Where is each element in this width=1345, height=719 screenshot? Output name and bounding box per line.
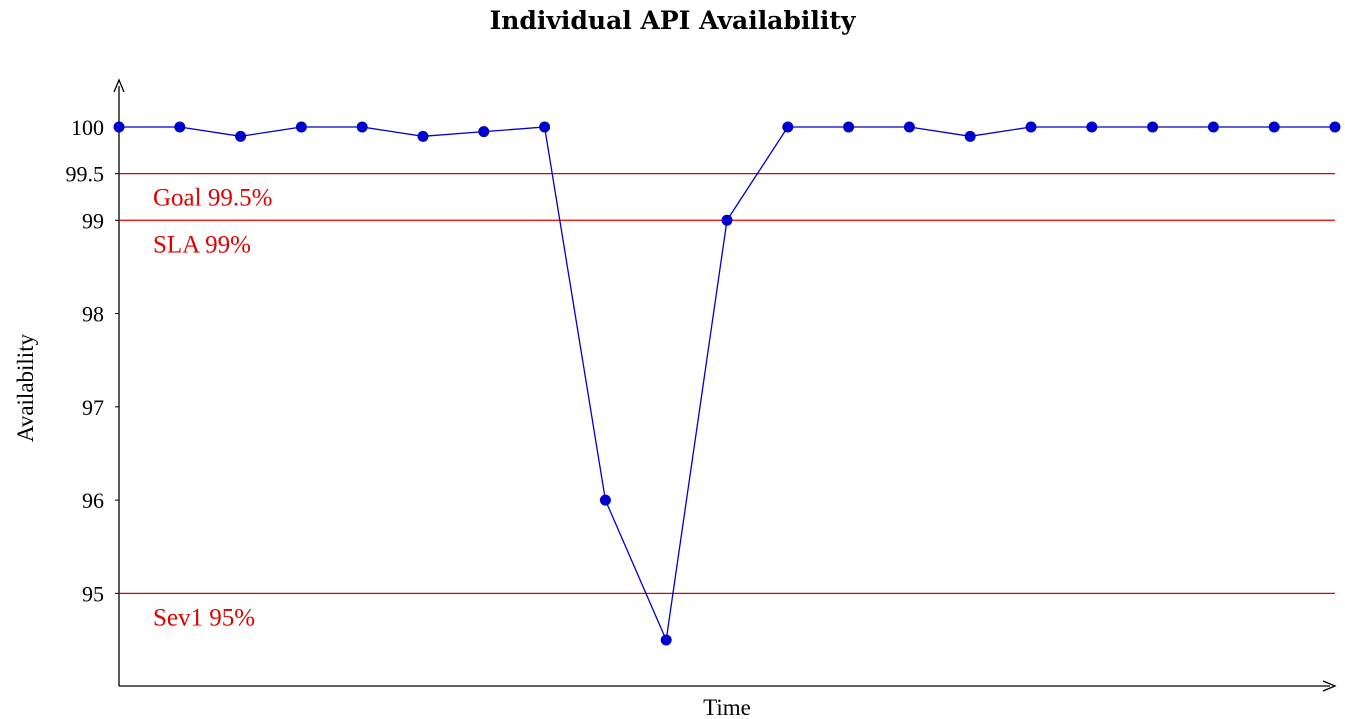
x-axis-label: Time bbox=[703, 695, 751, 719]
series-layer bbox=[113, 121, 1341, 646]
y-tick-label: 97 bbox=[82, 395, 104, 420]
data-point bbox=[1207, 121, 1219, 133]
data-point bbox=[1025, 121, 1037, 133]
x-axis-arrow bbox=[1322, 680, 1337, 692]
data-point bbox=[235, 130, 247, 142]
data-point bbox=[660, 634, 672, 646]
y-tick-label: 95 bbox=[82, 581, 104, 606]
y-tick-label: 100 bbox=[71, 115, 104, 140]
y-tick-label: 96 bbox=[82, 488, 104, 513]
y-tick-label: 98 bbox=[82, 302, 104, 327]
data-point bbox=[174, 121, 186, 133]
y-ticks: 95 96 97 98 99 99.5 100 bbox=[66, 115, 119, 606]
reference-lines: Goal 99.5% SLA 99% Sev1 95% bbox=[119, 172, 1335, 631]
reference-line-label: Sev1 95% bbox=[153, 604, 255, 631]
reference-line-label: SLA 99% bbox=[153, 231, 251, 258]
data-point bbox=[599, 494, 611, 506]
data-point bbox=[295, 121, 307, 133]
data-point bbox=[903, 121, 915, 133]
data-point bbox=[417, 130, 429, 142]
axes bbox=[113, 78, 1337, 692]
data-point bbox=[1268, 121, 1280, 133]
y-tick-label: 99 bbox=[82, 208, 104, 233]
y-tick-label: 99.5 bbox=[66, 162, 105, 187]
data-point bbox=[782, 121, 794, 133]
data-point bbox=[539, 121, 551, 133]
data-point bbox=[478, 126, 490, 138]
data-point bbox=[843, 121, 855, 133]
data-point bbox=[1329, 121, 1341, 133]
y-axis-label: Availability bbox=[13, 333, 38, 442]
data-point bbox=[1086, 121, 1098, 133]
data-point bbox=[356, 121, 368, 133]
data-point bbox=[113, 121, 125, 133]
series-line bbox=[119, 126, 1335, 643]
y-axis-arrow bbox=[113, 78, 125, 93]
data-point bbox=[721, 214, 733, 226]
data-point bbox=[1147, 121, 1159, 133]
chart-title: Individual API Availability bbox=[489, 6, 856, 35]
reference-line-label: Goal 99.5% bbox=[153, 185, 272, 212]
data-point bbox=[964, 130, 976, 142]
